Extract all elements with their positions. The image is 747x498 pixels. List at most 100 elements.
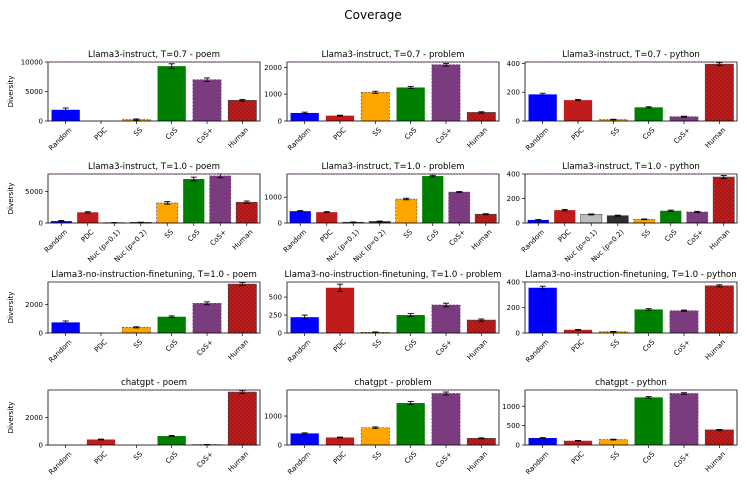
y-tick-label: 1000 — [264, 413, 282, 421]
y-tick-label: 400 — [507, 60, 520, 68]
bar-ss — [360, 427, 390, 446]
y-axis-label: Diversity — [6, 182, 15, 215]
bar-pdc — [554, 210, 576, 223]
bar-pdc — [325, 287, 355, 333]
x-tick-label: Human — [466, 126, 490, 150]
bar-random — [51, 322, 80, 333]
bar-pdc — [563, 329, 593, 333]
x-tick-label: SS — [609, 338, 621, 350]
bar-pdc — [563, 100, 593, 121]
bar-cos — [183, 179, 205, 223]
bar-random — [528, 438, 557, 445]
x-tick-label: Human — [704, 126, 728, 150]
y-tick-label: 0 — [278, 330, 282, 338]
y-tick-label: 10000 — [21, 59, 43, 67]
x-tick-label: SS — [402, 228, 414, 240]
bar-cos — [192, 79, 222, 122]
chart-panel-7: Llama3-no-instruction-finetuning, T=1.0 … — [6, 270, 261, 364]
x-tick-label: CoS — [403, 450, 419, 466]
x-tick-label: Human — [231, 228, 255, 252]
x-tick-label: SS — [163, 228, 175, 240]
x-tick-label: PDC — [93, 338, 109, 354]
x-tick-label: PDC — [332, 126, 348, 142]
x-tick-label: PDC — [319, 228, 335, 244]
bar-cos — [209, 175, 232, 224]
bar-human — [704, 285, 734, 334]
y-tick-label: 0 — [516, 442, 520, 450]
x-tick-label: Random — [524, 126, 550, 152]
bar-ss — [360, 92, 390, 122]
bar-cos — [660, 210, 682, 223]
chart-panel-5: Llama3-instruct, T=1.0 - problem Random PD… — [264, 162, 500, 264]
x-tick-label: SS — [609, 450, 621, 462]
x-tick-label: CoS — [641, 450, 657, 466]
bar-cos — [431, 304, 461, 334]
y-tick-label: 200 — [507, 89, 520, 97]
x-tick-label: CoS — [186, 228, 202, 244]
bar-pdc — [77, 212, 99, 223]
bar-cos — [396, 403, 425, 445]
panel-title: Llama3-instruct, T=0.7 - problem — [321, 50, 464, 60]
y-tick-label: 500 — [269, 294, 282, 302]
y-axis-label: Diversity — [6, 291, 15, 324]
x-tick-label: CoS+ — [434, 450, 454, 470]
panel-title: Llama3-instruct, T=0.7 - poem — [88, 50, 220, 60]
chart-panel-10: chatgpt - poem Random PDC SS CoS CoS+ Human 0 20… — [6, 378, 261, 476]
bar-human — [704, 429, 734, 446]
x-tick-label: Random — [524, 450, 550, 476]
x-tick-label: SS — [132, 126, 144, 138]
panel-title: Llama3-no-instruction-finetuning, T=1.0 … — [51, 270, 257, 280]
x-tick-label: CoS — [164, 126, 180, 142]
bar-human — [474, 213, 497, 224]
bar-pdc — [325, 437, 355, 445]
x-tick-label: Human — [466, 450, 490, 474]
x-tick-label: PDC — [93, 126, 109, 142]
chart-panel-6: Llama3-instruct, T=1.0 - python Random PDC… — [507, 162, 738, 264]
bar-cos — [422, 176, 444, 223]
x-tick-label: SS — [132, 450, 144, 462]
x-tick-label: SS — [371, 450, 383, 462]
chart-panel-1: Llama3-instruct, T=0.7 - poem Random PDC SS… — [6, 50, 261, 152]
x-tick-label: CoS — [403, 338, 419, 354]
bar-cos — [448, 191, 471, 224]
y-tick-label: 0 — [278, 118, 282, 126]
x-tick-label: CoS — [164, 338, 180, 354]
bar-cos — [431, 393, 461, 446]
y-tick-label: 1000 — [502, 403, 520, 411]
x-tick-label: CoS+ — [434, 126, 454, 146]
chart-panel-3: Llama3-instruct, T=0.7 - python Random PDC… — [507, 50, 738, 152]
y-tick-label: 0 — [39, 442, 43, 450]
x-tick-label: Random — [520, 228, 546, 254]
x-tick-label: CoS+ — [672, 450, 692, 470]
y-tick-label: 200 — [507, 195, 520, 203]
x-tick-label: SS — [609, 126, 621, 138]
bar-human — [227, 100, 257, 122]
chart-panel-2: Llama3-instruct, T=0.7 - problem Random PD… — [264, 50, 500, 152]
y-tick-label: 5000 — [25, 188, 43, 196]
x-tick-label: CoS — [641, 338, 657, 354]
x-tick-label: CoS — [641, 126, 657, 142]
x-tick-label: PDC — [570, 450, 586, 466]
x-tick-label: Human — [708, 228, 732, 252]
x-tick-label: Human — [470, 228, 494, 252]
x-tick-label: CoS+ — [672, 126, 692, 146]
chart-panel-11: chatgpt - problem Random PDC SS CoS CoS+ Human… — [264, 378, 500, 476]
x-tick-label: CoS — [164, 450, 180, 466]
x-tick-label: CoS+ — [195, 126, 215, 146]
x-tick-label: CoS+ — [672, 338, 692, 358]
bar-random — [527, 219, 549, 223]
bar-cos — [157, 66, 186, 121]
x-tick-label: CoS+ — [195, 338, 215, 358]
x-tick-label: PDC — [570, 126, 586, 142]
x-tick-label: Random — [286, 338, 312, 364]
x-tick-label: Human — [704, 450, 728, 474]
panel-title: Llama3-no-instruction-finetuning, T=1.0 … — [525, 270, 736, 280]
y-tick-label: 0 — [516, 220, 520, 228]
bar-cos — [669, 310, 699, 334]
bar-ss — [395, 198, 418, 224]
x-tick-label: SS — [371, 126, 383, 138]
bar-cos — [157, 436, 186, 445]
bar-nuc-p-0-2 — [606, 215, 629, 224]
x-tick-label: PDC — [570, 338, 586, 354]
chart-panel-9: Llama3-no-instruction-finetuning, T=1.0 … — [507, 270, 738, 364]
